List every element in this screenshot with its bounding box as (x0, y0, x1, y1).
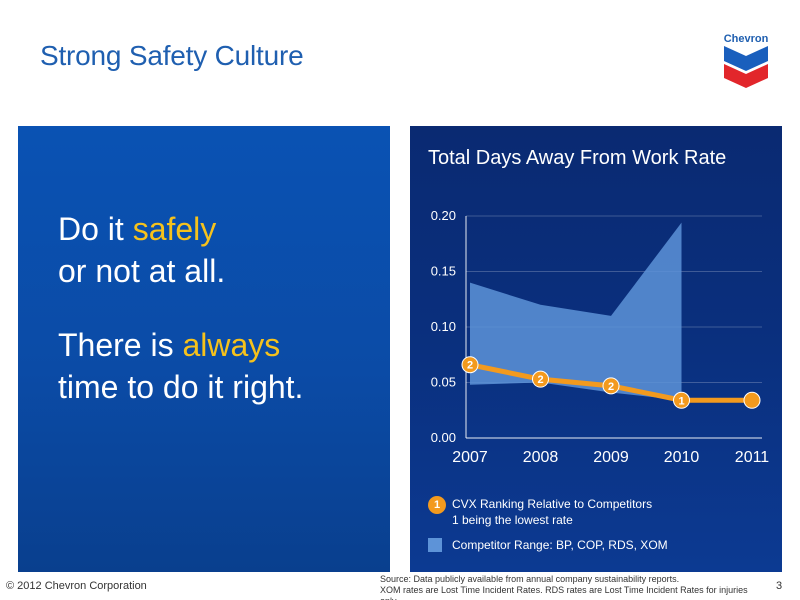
x-tick-label: 2011 (735, 449, 770, 466)
copyright: © 2012 Chevron Corporation (6, 580, 147, 592)
cvx-rank-label: 2 (467, 360, 473, 372)
competitor-range-band (470, 222, 682, 401)
cvx-rank-label: 1 (678, 395, 684, 407)
highlight-always: always (182, 327, 281, 363)
x-tick-label: 2010 (664, 449, 700, 466)
x-tick-label: 2007 (452, 449, 488, 466)
y-tick-label: 0.10 (431, 319, 456, 334)
cvx-point (532, 370, 549, 388)
chart-panel: Total Days Away From Work Rate 0.00 0.05 0… (410, 126, 782, 572)
chevron-logo: Chevron (710, 28, 782, 88)
logo-text: Chevron (724, 33, 769, 45)
cvx-rank-label: 2 (537, 374, 543, 386)
range-swatch-icon (428, 538, 442, 552)
message-panel: Do it safely or not at all. There is alw… (18, 126, 390, 572)
source-note: Source: Data publicly available from ann… (380, 574, 748, 600)
cvx-point (461, 356, 479, 374)
cvx-rank-label: 2 (608, 381, 614, 393)
cvx-point (673, 391, 690, 409)
message-always: There is always time to do it right. (58, 327, 304, 405)
rank-badge-icon: 1 (428, 496, 446, 514)
chart-title: Total Days Away From Work Rate (428, 147, 727, 169)
chart-plot: 0.00 0.05 0.10 0.15 0.20 2007 2008 2009 2010 2011… (431, 208, 770, 466)
y-tick-label: 0.00 (431, 430, 456, 445)
y-tick-label: 0.15 (431, 264, 456, 279)
y-tick-label: 0.20 (431, 208, 456, 223)
slide-title: Strong Safety Culture (40, 40, 304, 71)
x-tick-label: 2009 (593, 449, 629, 466)
x-tick-label: 2008 (523, 449, 559, 466)
cvx-point (602, 377, 620, 395)
y-tick-label: 0.05 (431, 375, 456, 390)
cvx-point (743, 391, 761, 409)
page-number: 3 (776, 580, 783, 592)
highlight-safely: safely (132, 211, 217, 247)
message-safely: Do it safely or not at all. (58, 211, 226, 289)
